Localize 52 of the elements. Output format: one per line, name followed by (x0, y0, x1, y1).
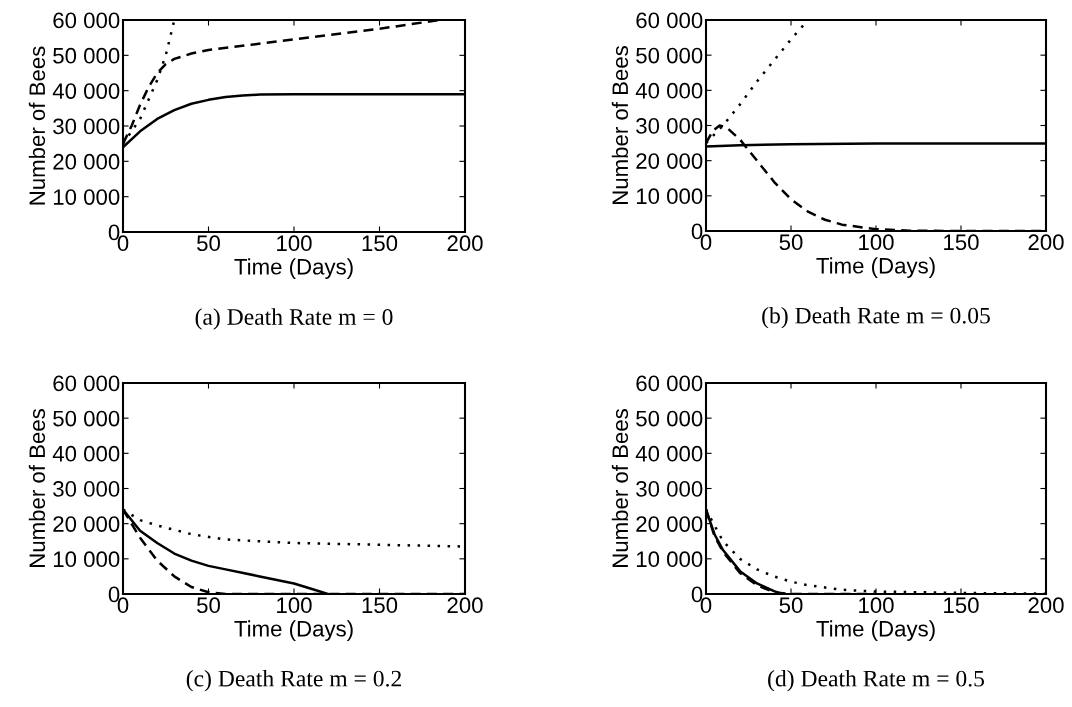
y-tick-label: 50 000 (636, 47, 703, 64)
y-tick-label: 20 000 (53, 153, 120, 170)
y-tick-label: 30 000 (636, 118, 703, 134)
y-tick-label: 10 000 (53, 189, 120, 205)
x-axis-title: Time (Days) (816, 620, 935, 641)
y-tick-label: 10 000 (53, 551, 120, 568)
x-tick-label: 100 (277, 597, 312, 614)
y-tick-label: 30 000 (53, 481, 120, 497)
x-tick-label: 150 (362, 597, 398, 614)
x-tick-label: 100 (859, 234, 894, 251)
x-tick-label: 200 (447, 235, 483, 252)
y-tick-label: 20 000 (636, 153, 703, 169)
x-axis-title: Time (Days) (234, 620, 353, 641)
y-tick-label: 30 000 (636, 481, 703, 497)
text: (c) Death Rate m = 0.2 (186, 669, 401, 692)
y-axis-title: Number of Bees (611, 46, 629, 204)
x-tick-label: 200 (447, 597, 483, 614)
text: (b) Death Rate m = 0.05 (762, 306, 990, 329)
x-tick-label: 50 (779, 234, 803, 251)
x-axis-title: Time (Days) (234, 258, 353, 279)
x-tick-label: 100 (859, 597, 894, 614)
y-axis-title: Number of Bees (28, 46, 46, 205)
x-tick-label: 50 (197, 597, 220, 614)
x-tick-label: 200 (1028, 234, 1064, 251)
x-tick-label: 100 (277, 235, 312, 252)
x-tick-label: 50 (779, 597, 803, 614)
y-tick-label: 50 000 (636, 410, 703, 427)
y-tick-label: 60 000 (636, 375, 703, 392)
x-tick-label: 50 (197, 235, 220, 252)
y-tick-label: 60 000 (53, 12, 120, 29)
y-axis-title: Number of Bees (28, 409, 46, 567)
y-tick-label: 40 000 (52, 445, 120, 462)
y-tick-label: 50 000 (53, 410, 120, 427)
x-tick-label: 150 (944, 597, 979, 614)
x-tick-label: 200 (1028, 597, 1064, 614)
y-tick-label: 10 000 (636, 188, 703, 205)
text: (a) Death Rate m = 0 (195, 308, 393, 330)
x-tick-label: 150 (362, 235, 398, 252)
y-tick-label: 10 000 (636, 551, 703, 568)
y-tick-label: 50 000 (53, 47, 120, 64)
y-tick-label: 60 000 (636, 12, 703, 29)
y-tick-label: 60 000 (53, 375, 120, 392)
y-tick-label: 20 000 (53, 516, 120, 532)
y-tick-label: 40 000 (635, 445, 703, 462)
y-tick-label: 20 000 (636, 516, 703, 532)
x-tick-label: 150 (944, 234, 979, 251)
y-tick-label: 40 000 (635, 82, 703, 99)
y-tick-label: 40 000 (52, 83, 120, 99)
text: (d) Death Rate m = 0.5 (768, 669, 985, 692)
y-axis-title: Number of Bees (611, 409, 629, 567)
y-tick-label: 30 000 (53, 118, 120, 135)
x-axis-title: Time (Days) (816, 257, 935, 278)
